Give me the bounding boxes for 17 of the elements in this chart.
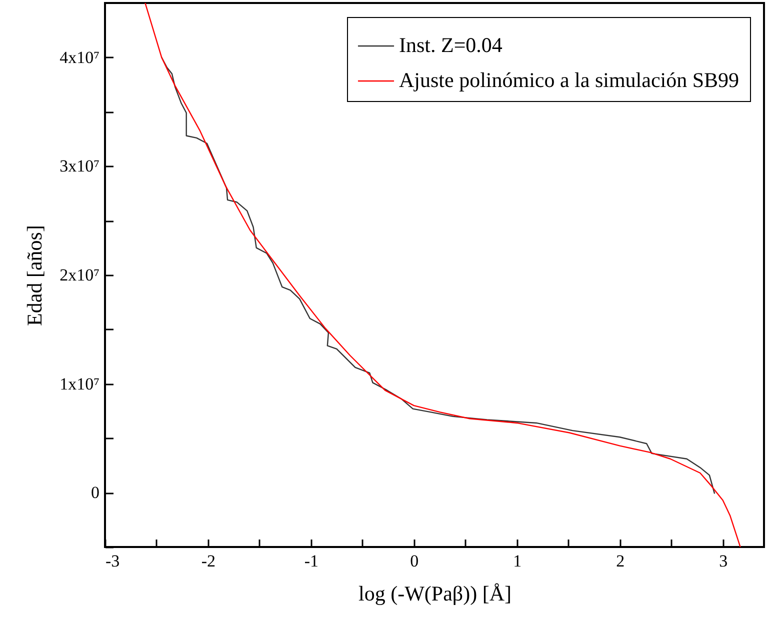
x-axis-title: log (-W(Paβ)) [Å] [358, 582, 512, 606]
y-tick-label: 2x10⁷ [60, 266, 100, 284]
y-tick-label: 4x10⁷ [60, 48, 100, 67]
legend-label: Ajuste polinómico a la simulación SB99 [399, 68, 740, 92]
x-tick-label: -2 [201, 552, 216, 570]
x-tick-label: 0 [410, 552, 419, 570]
x-tick-label: 3 [719, 552, 728, 570]
x-tick-label: -1 [304, 552, 319, 570]
y-tick-label: 0 [91, 483, 100, 502]
x-tick-label: 2 [616, 552, 625, 570]
legend-label: Inst. Z=0.04 [399, 33, 503, 57]
y-axis-title: Edad [años] [22, 225, 47, 326]
line-series [144, 3, 741, 547]
y-tick-label: 3x10⁷ [60, 156, 100, 176]
x-tick-label: -3 [106, 552, 120, 570]
x-tick-label: 1 [513, 552, 522, 570]
y-tick-label: 1x10⁷ [60, 374, 100, 394]
